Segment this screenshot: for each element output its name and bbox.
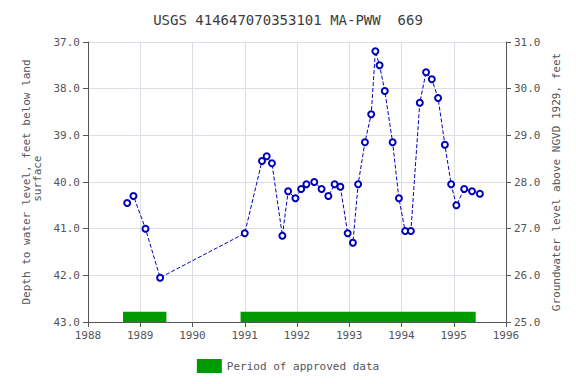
- svg-text:39.0: 39.0: [54, 129, 81, 142]
- svg-text:40.0: 40.0: [54, 176, 81, 189]
- svg-text:1989: 1989: [127, 329, 154, 342]
- svg-text:1993: 1993: [336, 329, 363, 342]
- svg-text:USGS 414647070353101 MA-PWW 6: USGS 414647070353101 MA-PWW 669: [153, 12, 423, 28]
- svg-text:37.0: 37.0: [54, 36, 81, 49]
- svg-text:Depth to water level, feet bel: Depth to water level, feet below land: [19, 59, 33, 305]
- svg-text:26.0: 26.0: [514, 269, 541, 282]
- svg-text:Period of approved data: Period of approved data: [227, 360, 379, 373]
- svg-text:29.0: 29.0: [514, 129, 541, 142]
- svg-text:1991: 1991: [232, 329, 259, 342]
- svg-text:28.0: 28.0: [514, 176, 541, 189]
- svg-text:1990: 1990: [179, 329, 206, 342]
- svg-text:1994: 1994: [388, 329, 415, 342]
- svg-text:42.0: 42.0: [54, 269, 81, 282]
- svg-text:1988: 1988: [75, 329, 102, 342]
- svg-text:surface: surface: [31, 156, 44, 209]
- svg-text:38.0: 38.0: [54, 82, 81, 95]
- svg-text:27.0: 27.0: [514, 222, 541, 235]
- svg-text:41.0: 41.0: [54, 222, 81, 235]
- svg-text:25.0: 25.0: [514, 316, 541, 329]
- svg-text:43.0: 43.0: [54, 316, 81, 329]
- svg-text:30.0: 30.0: [514, 82, 541, 95]
- svg-text:31.0: 31.0: [514, 36, 541, 49]
- svg-text:1996: 1996: [493, 329, 520, 342]
- svg-text:1995: 1995: [441, 329, 468, 342]
- svg-text:1992: 1992: [284, 329, 311, 342]
- svg-text:Groundwater level above NGVD 1: Groundwater level above NGVD 1929, feet: [550, 53, 563, 311]
